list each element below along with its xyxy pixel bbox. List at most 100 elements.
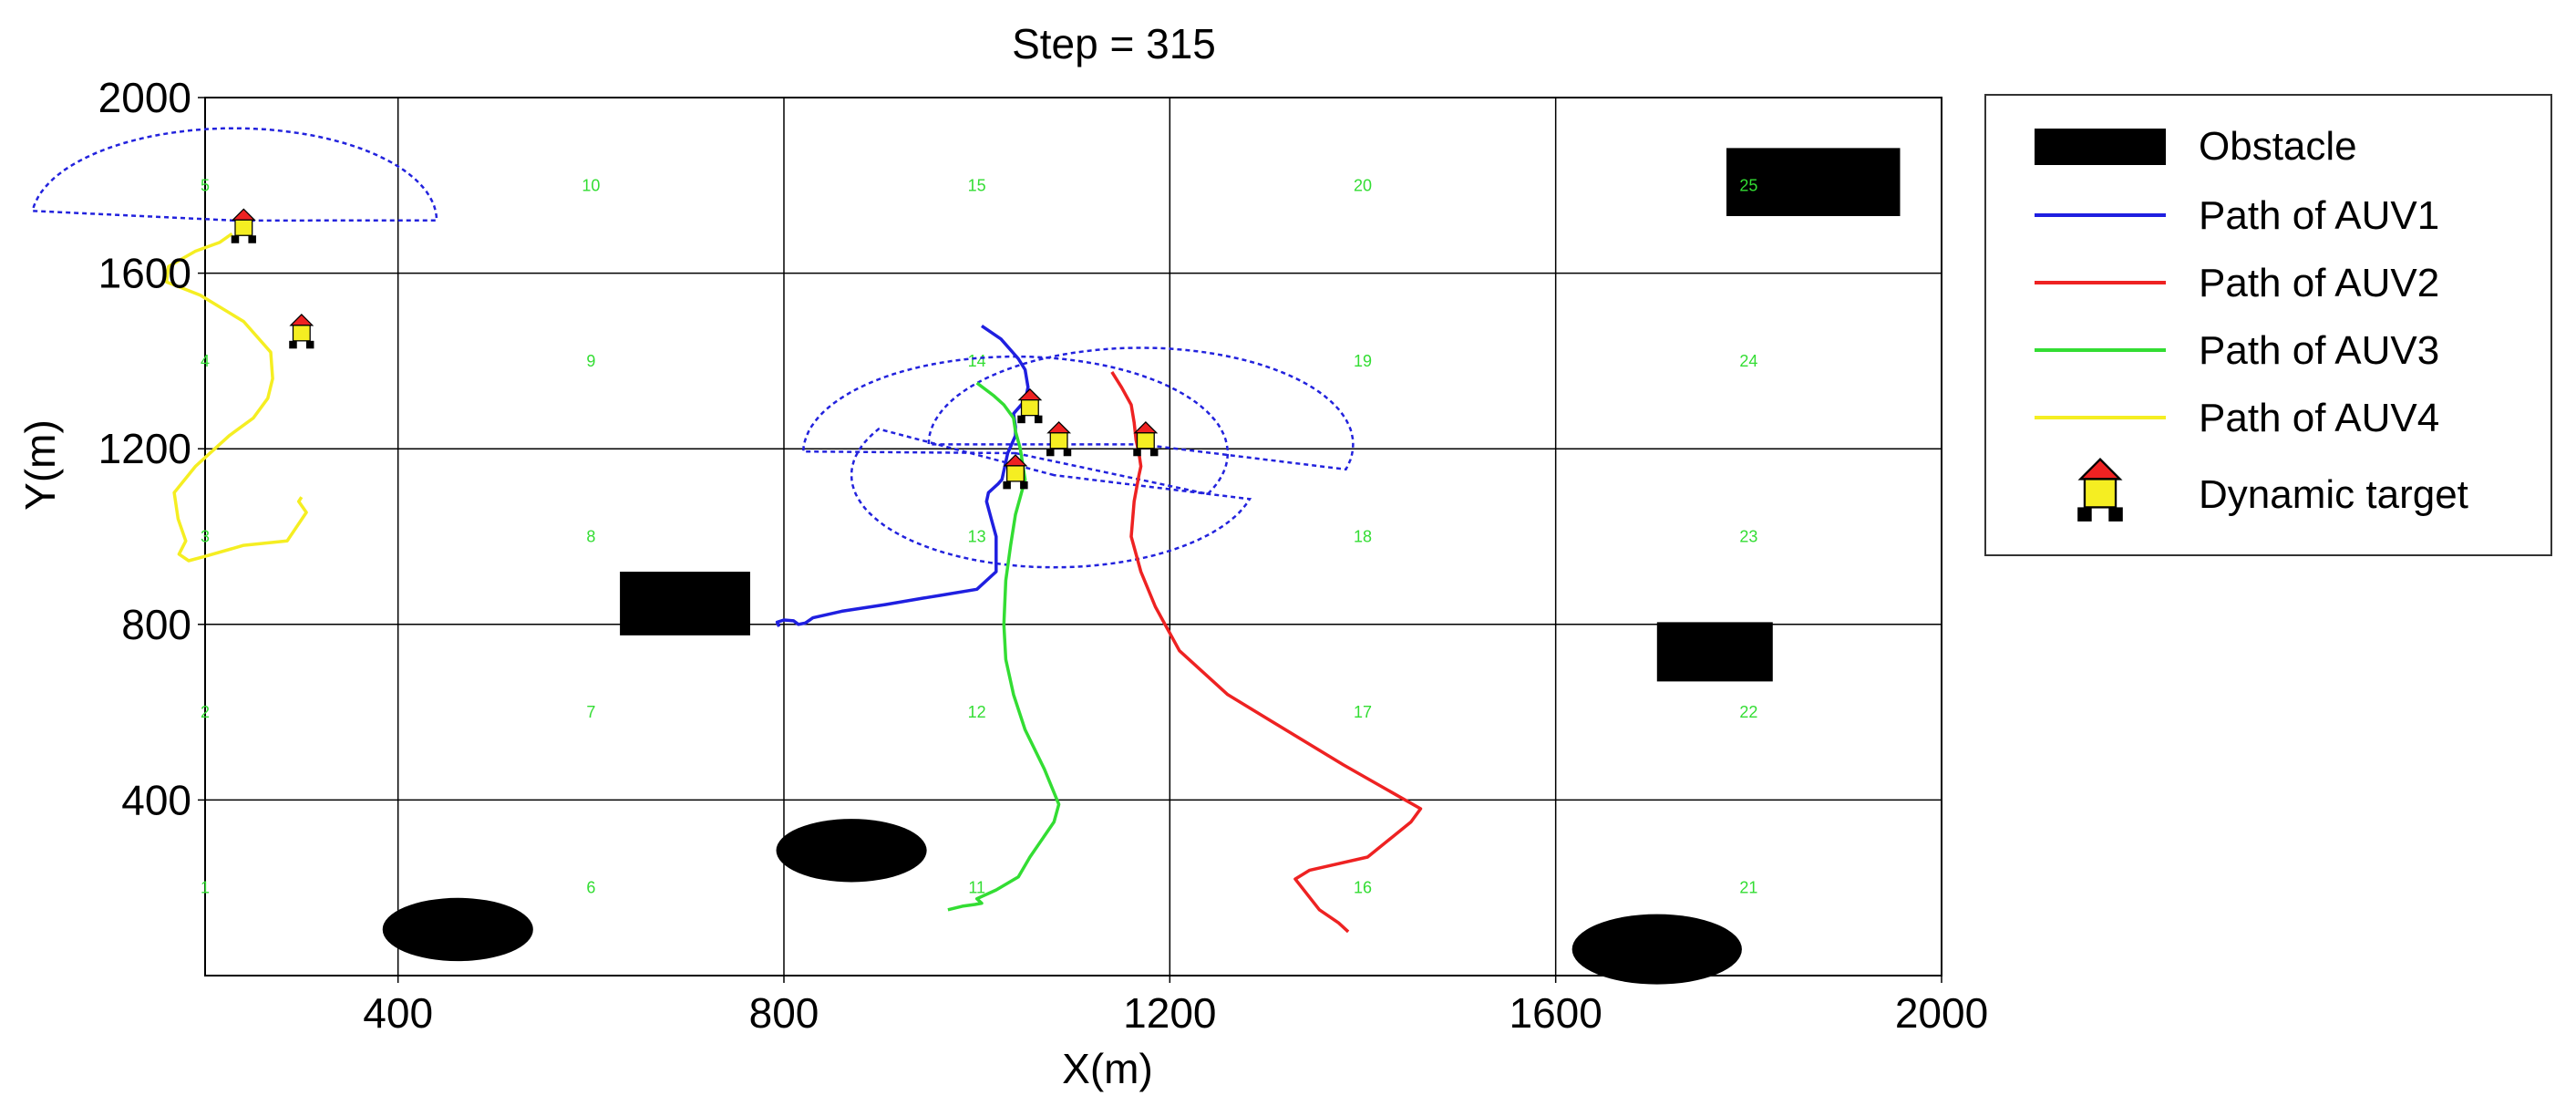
x-tick-label: 1200 [1123,989,1216,1037]
obstacle-ellipse [1571,914,1742,985]
region-label: 18 [1354,528,1372,546]
region-label: 19 [1354,352,1372,370]
legend-label: Path of AUV1 [2199,193,2439,238]
obstacle-rect [620,572,750,636]
path-line [164,232,308,563]
target-wheel [1046,448,1055,457]
sensor-arc [801,355,1230,496]
dynamic-target-icon [1133,420,1159,457]
x-tick-label: 800 [749,989,819,1037]
dynamic-target-icon [231,208,256,243]
sensor-arcs [31,127,1355,569]
target-wheel [1003,480,1011,490]
target-body [234,219,253,236]
sensor-arc [31,127,438,222]
target-wheel [1133,448,1141,457]
region-label: 22 [1739,703,1757,721]
y-tick-label: 800 [121,601,191,648]
obstacles: 25 [382,148,1901,985]
target-roof [1133,420,1159,434]
dynamic-target-icon [2077,458,2123,522]
legend-label: Obstacle [2199,124,2357,169]
region-labels: 1234567891011121314151617181920212223242… [201,176,1757,896]
region-label: 17 [1354,703,1372,721]
legend: Obstacle Path of AUV1 Path of AUV2 Path of … [1984,94,2552,556]
target-wheel [2077,507,2092,522]
target-body [1049,432,1068,450]
target-roof [289,314,314,326]
x-tick-label: 2000 [1895,989,1988,1037]
region-label: 12 [968,703,986,721]
region-label: 20 [1354,176,1372,194]
target-body [292,325,311,342]
legend-label: Path of AUV3 [2199,328,2439,373]
x-tick-label: 1600 [1509,989,1602,1037]
legend-items: Obstacle Path of AUV1 Path of AUV2 Path of … [2035,124,2468,522]
chart-title: Step = 315 [1012,20,1216,67]
region-label: 21 [1739,879,1757,897]
target-wheel [1149,448,1159,457]
region-label: 9 [586,352,595,370]
target-wheel [1063,448,1072,457]
paths [164,232,1423,934]
target-roof [231,208,256,221]
obstacle-ellipse [382,897,533,962]
region-label: 24 [1739,352,1757,370]
target-roof [1017,388,1043,401]
targets [231,208,1159,490]
target-body [2083,478,2117,509]
y-axis-label: Y(m) [16,419,64,511]
region-label: 16 [1354,879,1372,897]
path-line [947,381,1061,912]
region-label: 25 [1739,176,1757,194]
target-body [1136,432,1155,450]
obstacle-rect [1656,622,1773,682]
x-tick-label: 400 [363,989,433,1037]
dynamic-target-icon [289,314,314,349]
region-label: 2 [201,703,210,721]
region-label: 1 [201,879,210,897]
x-axis-ticks: 400 800 1200 1600 2000 [363,976,1988,1037]
legend-label: Path of AUV4 [2199,396,2439,440]
target-wheel [1020,480,1028,490]
obstacle-ellipse [776,819,927,883]
y-axis-ticks: 400 800 1200 1600 2000 [98,74,205,823]
region-label: 7 [586,703,595,721]
legend-obstacle-swatch [2035,129,2166,165]
y-tick-label: 1200 [98,425,191,472]
y-tick-label: 2000 [98,74,191,121]
dynamic-target-icon [1046,420,1072,457]
region-label: 4 [201,352,210,370]
region-label: 6 [586,879,595,897]
y-tick-label: 400 [121,776,191,823]
target-body [1020,399,1039,417]
dynamic-target-icon [1017,388,1043,424]
dynamic-target-icon [1003,454,1028,490]
target-body [1006,465,1025,482]
path-line [1110,370,1423,934]
region-label: 3 [201,528,210,546]
target-roof [1046,420,1072,434]
region-label: 10 [582,176,600,194]
obstacle-rect [1726,148,1901,217]
region-label: 15 [968,176,986,194]
sensor-arc [927,346,1355,471]
x-axis-label: X(m) [1062,1045,1153,1092]
legend-label: Dynamic target [2199,472,2468,517]
target-wheel [1034,415,1043,424]
region-label: 8 [586,528,595,546]
region-label: 14 [968,352,986,370]
region-label: 13 [968,528,986,546]
y-tick-label: 1600 [98,250,191,297]
target-wheel [289,340,297,349]
target-wheel [231,235,240,243]
target-wheel [248,235,256,243]
region-label: 23 [1739,528,1757,546]
region-label: 5 [201,176,210,194]
plot-frame [204,97,1942,976]
legend-label: Path of AUV2 [2199,261,2439,305]
target-wheel [1017,415,1025,424]
target-wheel [305,340,314,349]
